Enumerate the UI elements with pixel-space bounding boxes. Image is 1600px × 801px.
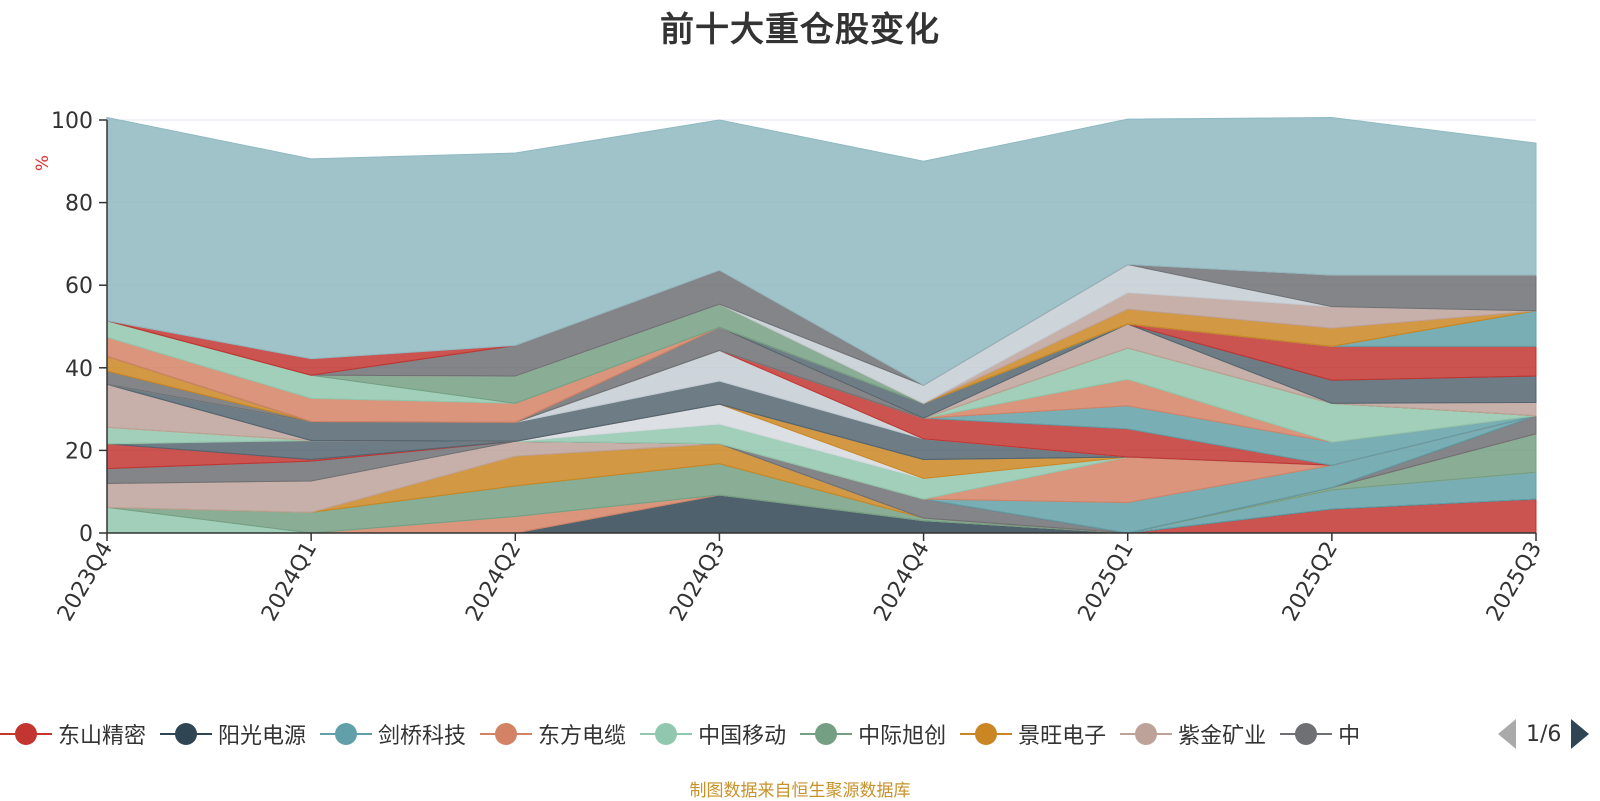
legend-item[interactable]: 中国移动 [640,716,786,752]
legend-marker-icon [640,722,693,746]
legend-item[interactable]: 中 [1280,716,1360,752]
chart-area: 0 20 40 60 80 100 2023Q4 2024Q1 2024Q2 2024Q3 2024… [33,109,1547,626]
area-series-39[interactable] [106,116,1537,386]
legend-label: 中 [1338,724,1361,749]
legend-marker-icon [0,722,52,746]
x-tick-label: 2024Q4 [869,538,934,626]
x-tick-label: 2025Q2 [1278,538,1343,626]
legend-marker-icon [1120,722,1173,746]
area-series [106,116,1537,534]
legend-marker-icon [480,722,533,746]
legend-label: 阳光电源 [218,724,307,749]
legend-item[interactable]: 紫金矿业 [1120,716,1266,752]
legend-marker-icon [960,722,1013,746]
legend-item[interactable]: 东方电缆 [480,716,626,752]
y-tick-label: 20 [65,439,93,464]
y-tick-label: 80 [65,192,93,217]
x-tick-label: 2025Q3 [1482,538,1547,626]
legend-label: 中国移动 [698,724,787,749]
legend-item[interactable]: 剑桥科技 [320,716,466,752]
legend-prev-page-icon[interactable] [1498,719,1516,749]
legend-marker-icon [800,722,853,746]
legend-label: 东方电缆 [538,724,627,749]
chart-title: 前十大重仓股变化 [660,10,940,50]
x-tick-label: 2025Q1 [1074,538,1139,626]
legend-item[interactable]: 阳光电源 [160,716,306,752]
legend-next-page-icon[interactable] [1571,719,1590,749]
x-tick-label: 2024Q1 [257,538,322,626]
x-tick-label: 2024Q2 [461,538,526,626]
legend-label: 紫金矿业 [1178,724,1267,749]
legend-marker-icon [160,722,213,746]
legend-label: 景旺电子 [1018,724,1107,749]
legend-marker-icon [320,722,373,746]
legend-item[interactable]: 中际旭创 [800,716,946,752]
legend: 东山精密 阳光电源 剑桥科技 东方电缆 中国移动 中际旭创 景旺电子 紫金矿业 中 [0,716,1470,752]
legend-label: 中际旭创 [858,724,947,749]
legend-page-indicator: 1/6 [1526,721,1562,747]
legend-label: 东山精密 [58,724,147,749]
x-tick-label: 2023Q4 [53,538,118,626]
legend-label: 剑桥科技 [378,724,467,749]
x-tick-label: 2024Q3 [665,538,730,626]
y-axis-unit-label: % [33,155,53,171]
y-tick-label: 40 [65,357,93,382]
legend-pager: 1/6 [1498,716,1590,752]
data-source-note: 制图数据来自恒生聚源数据库 [689,781,911,801]
y-tick-label: 0 [79,522,93,547]
y-tick-label: 100 [51,109,93,134]
y-tick-label: 60 [65,274,93,299]
legend-item[interactable]: 景旺电子 [960,716,1106,752]
legend-item[interactable]: 东山精密 [0,716,146,752]
legend-marker-icon [1280,722,1333,746]
